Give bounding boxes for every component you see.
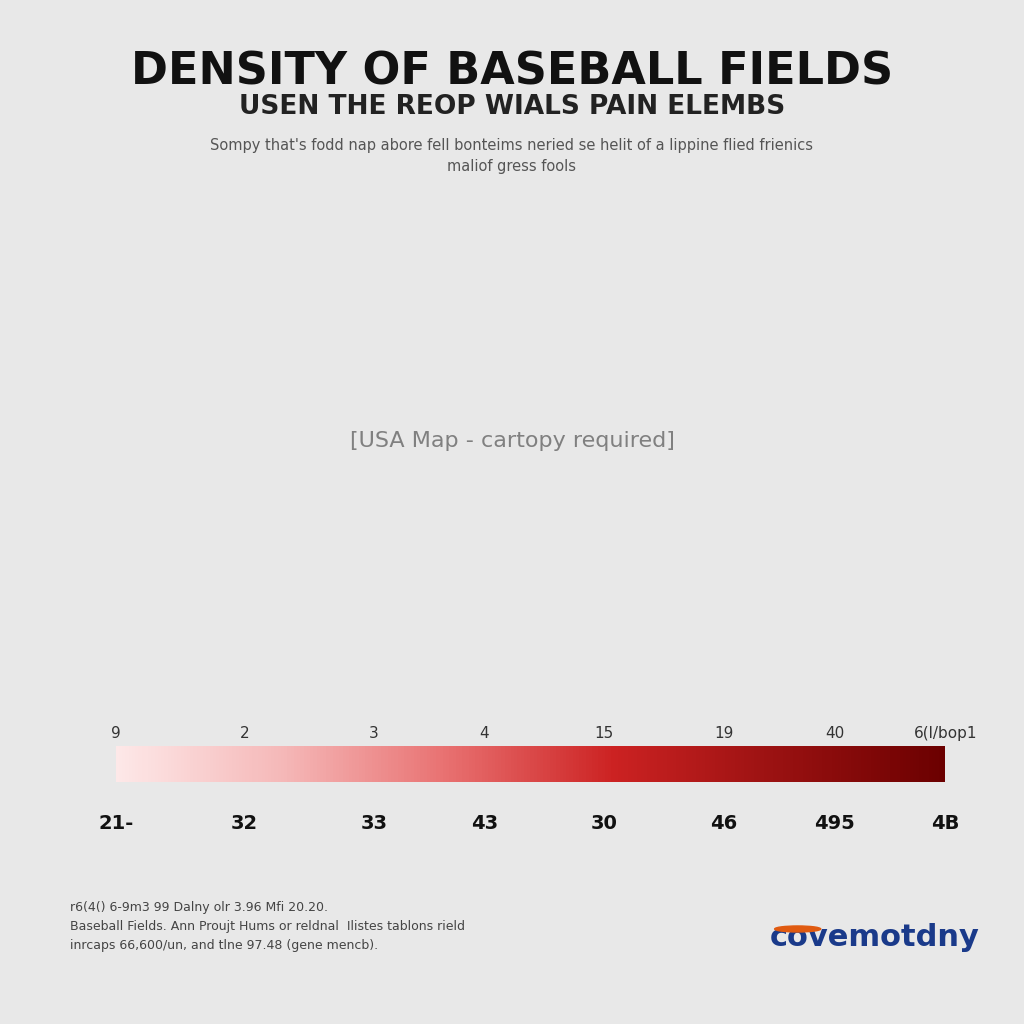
Text: DENSITY OF BASEBALL FIELDS: DENSITY OF BASEBALL FIELDS <box>131 50 893 93</box>
Text: 33: 33 <box>360 814 387 833</box>
Text: 9: 9 <box>111 726 121 741</box>
Text: covemotdny: covemotdny <box>770 923 980 952</box>
Text: Sompy that's fodd nap abore fell bonteims neried se helit of a lippine flied fri: Sompy that's fodd nap abore fell bonteim… <box>211 138 813 174</box>
Text: USEN THE REOP WIALS PAIN ELEMBS: USEN THE REOP WIALS PAIN ELEMBS <box>239 93 785 120</box>
Text: 32: 32 <box>231 814 258 833</box>
Text: 40: 40 <box>825 726 844 741</box>
Text: 46: 46 <box>711 814 737 833</box>
Text: 3: 3 <box>369 726 379 741</box>
Text: 15: 15 <box>595 726 613 741</box>
Text: 2: 2 <box>240 726 250 741</box>
Text: 19: 19 <box>715 726 733 741</box>
Circle shape <box>775 926 821 932</box>
Text: r6(4() 6-9m3 99 Dalny olr 3.96 Mfi 20.20.
Baseball Fields. Ann Proujt Hums or re: r6(4() 6-9m3 99 Dalny olr 3.96 Mfi 20.20… <box>70 901 465 952</box>
Text: 21-: 21- <box>98 814 133 833</box>
Text: 30: 30 <box>591 814 617 833</box>
Text: 4B: 4B <box>931 814 959 833</box>
Text: 4: 4 <box>479 726 489 741</box>
Text: 6(l/bop1: 6(l/bop1 <box>913 726 977 741</box>
Text: [USA Map - cartopy required]: [USA Map - cartopy required] <box>349 431 675 451</box>
Text: 495: 495 <box>814 814 855 833</box>
Text: 43: 43 <box>471 814 498 833</box>
